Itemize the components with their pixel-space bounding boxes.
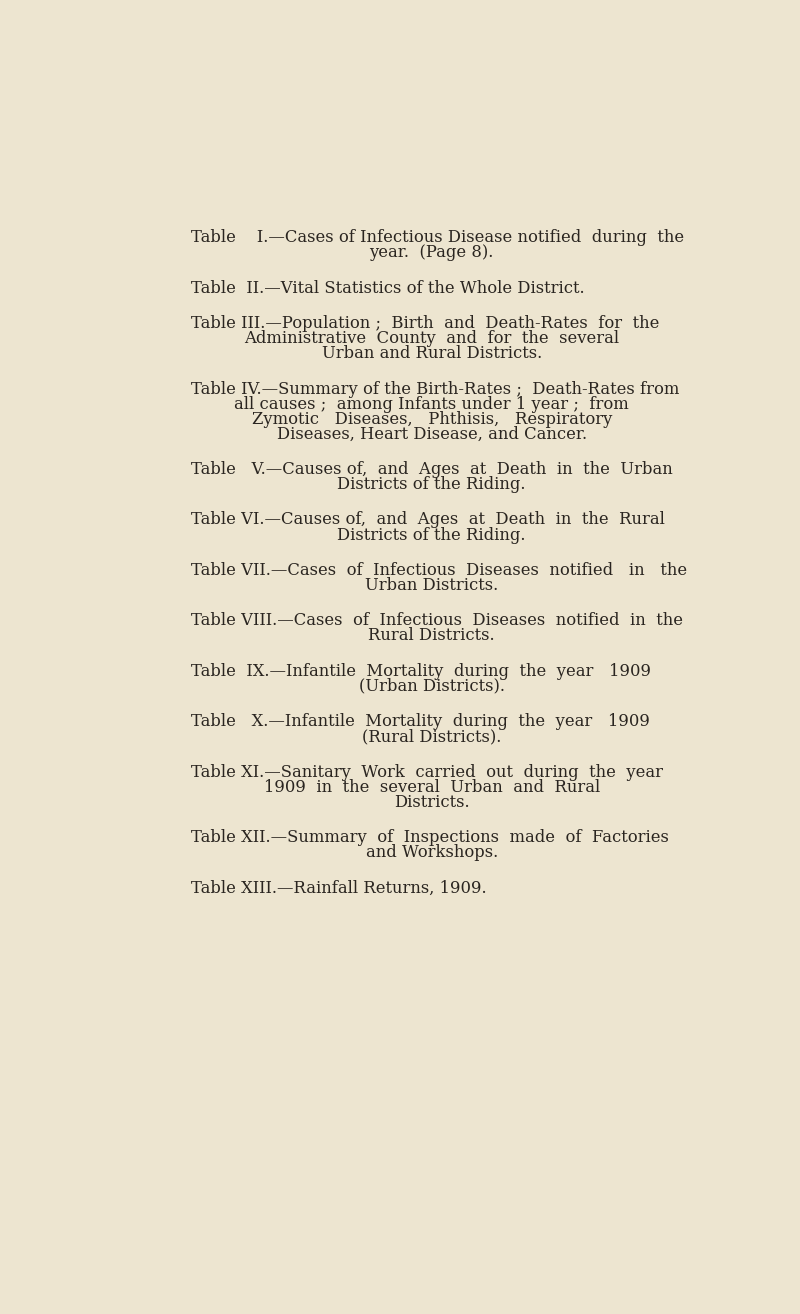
- Text: 1909  in  the  several  Urban  and  Rural: 1909 in the several Urban and Rural: [263, 779, 600, 796]
- Text: Districts.: Districts.: [394, 794, 470, 811]
- Text: Table IV.—Summary of the Birth-Rates ;  Death-Rates from: Table IV.—Summary of the Birth-Rates ; D…: [191, 381, 680, 398]
- Text: Rural Districts.: Rural Districts.: [368, 627, 495, 644]
- Text: Table VIII.—Cases  of  Infectious  Diseases  notified  in  the: Table VIII.—Cases of Infectious Diseases…: [191, 612, 683, 629]
- Text: Table XIII.—Rainfall Returns, 1909.: Table XIII.—Rainfall Returns, 1909.: [191, 879, 487, 896]
- Text: Diseases, Heart Disease, and Cancer.: Diseases, Heart Disease, and Cancer.: [277, 426, 586, 443]
- Text: Districts of the Riding.: Districts of the Riding.: [338, 476, 526, 493]
- Text: Administrative  County  and  for  the  several: Administrative County and for the severa…: [244, 330, 619, 347]
- Text: Table   X.—Infantile  Mortality  during  the  year   1909: Table X.—Infantile Mortality during the …: [191, 714, 650, 731]
- Text: (Urban Districts).: (Urban Districts).: [358, 678, 505, 695]
- Text: Table III.—Population ;  Birth  and  Death-Rates  for  the: Table III.—Population ; Birth and Death-…: [191, 315, 660, 332]
- Text: Table VII.—Cases  of  Infectious  Diseases  notified   in   the: Table VII.—Cases of Infectious Diseases …: [191, 562, 687, 579]
- Text: Table XI.—Sanitary  Work  carried  out  during  the  year: Table XI.—Sanitary Work carried out duri…: [191, 763, 663, 781]
- Text: Table XII.—Summary  of  Inspections  made  of  Factories: Table XII.—Summary of Inspections made o…: [191, 829, 670, 846]
- Text: and Workshops.: and Workshops.: [366, 844, 498, 861]
- Text: Urban and Rural Districts.: Urban and Rural Districts.: [322, 346, 542, 363]
- Text: Districts of the Riding.: Districts of the Riding.: [338, 527, 526, 544]
- Text: Table   V.—Causes of,  and  Ages  at  Death  in  the  Urban: Table V.—Causes of, and Ages at Death in…: [191, 461, 674, 478]
- Text: Table  IX.—Infantile  Mortality  during  the  year   1909: Table IX.—Infantile Mortality during the…: [191, 662, 651, 679]
- Text: (Rural Districts).: (Rural Districts).: [362, 728, 502, 745]
- Text: Table VI.—Causes of,  and  Ages  at  Death  in  the  Rural: Table VI.—Causes of, and Ages at Death i…: [191, 511, 666, 528]
- Text: Zymotic   Diseases,   Phthisis,   Respiratory: Zymotic Diseases, Phthisis, Respiratory: [251, 411, 612, 427]
- Text: year.  (Page 8).: year. (Page 8).: [370, 244, 494, 261]
- Text: Table    I.—Cases of Infectious Disease notified  during  the: Table I.—Cases of Infectious Disease not…: [191, 229, 685, 246]
- Text: Urban Districts.: Urban Districts.: [365, 577, 498, 594]
- Text: Table  II.—Vital Statistics of the Whole District.: Table II.—Vital Statistics of the Whole …: [191, 280, 585, 297]
- Text: all causes ;  among Infants under 1 year ;  from: all causes ; among Infants under 1 year …: [234, 396, 629, 413]
